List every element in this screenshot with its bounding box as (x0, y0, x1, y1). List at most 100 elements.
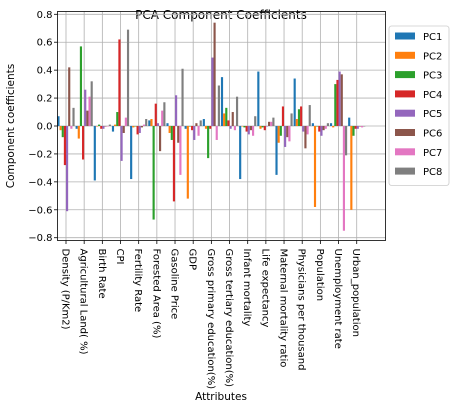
bar-pc3 (116, 112, 119, 126)
y-tick-label: −0.4 (28, 177, 52, 188)
bar-pc6 (322, 126, 325, 131)
bar-pc4 (245, 126, 248, 132)
bar-pc7 (324, 126, 327, 129)
bar-pc5 (193, 126, 196, 140)
legend-swatch-pc5 (395, 109, 415, 117)
bar-pc1 (293, 78, 296, 126)
bar-pc6 (104, 126, 107, 127)
bar-pc8 (345, 126, 348, 156)
bar-pc1 (275, 126, 278, 175)
bar-pc5 (84, 89, 87, 126)
x-tick-label: Birth Rate (96, 249, 107, 299)
bar-pc1 (220, 77, 224, 126)
bar-pc2 (168, 126, 171, 133)
bar-pc3 (261, 126, 264, 128)
bar-pc5 (247, 126, 250, 135)
bar-pc1 (239, 126, 242, 180)
bar-pc4 (354, 126, 357, 129)
bar-pc5 (175, 95, 178, 126)
bar-pc4 (263, 126, 266, 131)
bar-pc3 (334, 84, 337, 126)
bar-pc6 (195, 123, 198, 126)
legend-label-pc4: PC4 (423, 90, 442, 101)
bar-pc3 (170, 126, 173, 140)
bar-pc2 (295, 119, 298, 126)
bar-pc6 (249, 126, 252, 131)
bar-pc4 (154, 103, 157, 126)
bar-pc6 (358, 126, 362, 127)
y-tick-label: 0.4 (37, 66, 53, 77)
bar-pc2 (313, 126, 317, 207)
legend-swatch-pc2 (395, 51, 415, 59)
bar-pc7 (361, 126, 364, 128)
x-tick-label: Gasoline Price (169, 249, 180, 320)
x-tick-label: Fertility Rate (132, 249, 143, 313)
bar-pc7 (124, 117, 127, 126)
bar-pc4 (172, 126, 176, 202)
legend-swatch-pc8 (395, 167, 415, 175)
legend-label-pc7: PC7 (423, 148, 442, 159)
chart-title: PCA Component Coefficients (135, 8, 307, 22)
bar-pc1 (148, 120, 151, 126)
bar-pc6 (122, 126, 125, 133)
bar-pc7 (88, 96, 91, 126)
bar-pc5 (211, 57, 214, 126)
bar-pc2 (332, 126, 335, 128)
bar-pc7 (288, 126, 291, 142)
bar-pc1 (57, 116, 60, 126)
bar-pc5 (66, 126, 69, 212)
bar-pc2 (204, 126, 208, 129)
bar-pc8 (363, 126, 366, 127)
bar-pc8 (308, 105, 311, 126)
bar-pc8 (199, 120, 202, 126)
bar-pc6 (231, 112, 234, 126)
bar-pc2 (150, 119, 153, 126)
x-tick-label: Physicians per thousand (296, 249, 307, 371)
bar-pc3 (225, 107, 228, 126)
legend-swatch-pc7 (395, 148, 415, 156)
x-tick-label: CPI (114, 249, 125, 265)
bar-pc6 (68, 67, 71, 126)
x-tick-label: Density (P/Km2) (60, 249, 71, 330)
x-axis-label: Attributes (195, 391, 247, 403)
bar-pc5 (102, 126, 105, 129)
bar-pc8 (163, 102, 166, 126)
bar-pc6 (286, 126, 289, 138)
bar-pc3 (352, 126, 355, 136)
bar-pc1 (130, 126, 133, 180)
bar-pc8 (272, 117, 275, 126)
bar-pc4 (100, 126, 103, 129)
bar-pc1 (202, 119, 205, 126)
bar-pc2 (241, 126, 244, 127)
plot-frame (57, 11, 386, 241)
y-axis-ticks: −0.8 −0.6 −0.4 −0.2 0.0 0.2 0.4 0.6 0.8 (28, 10, 58, 244)
bar-pc5 (320, 126, 323, 136)
bar-pc6 (213, 22, 216, 127)
bar-pc8 (217, 85, 220, 126)
bar-pc5 (338, 71, 341, 126)
bar-pc7 (161, 110, 164, 126)
bar-pc7 (70, 126, 73, 129)
bar-pc3 (61, 126, 64, 138)
x-tick-label: Agricultural Land( %) (78, 249, 89, 355)
bar-pc4 (281, 106, 285, 126)
x-tick-label: Infant mortality (241, 249, 252, 327)
bar-pc5 (284, 126, 287, 147)
x-tick-label: Life expectancy (259, 249, 270, 328)
bar-pc6 (268, 121, 271, 126)
legend-label-pc1: PC1 (423, 32, 442, 43)
bar-pc4 (82, 126, 85, 160)
y-tick-label: 0.2 (37, 94, 53, 105)
bar-pc7 (342, 126, 345, 231)
x-axis-ticks: Density (P/Km2) Agricultural Land( %) Birt… (60, 240, 361, 389)
bar-pc2 (350, 126, 353, 210)
bar-pc1 (93, 126, 96, 181)
bar-pc4 (191, 126, 194, 131)
legend-label-pc8: PC8 (423, 167, 442, 178)
bar-pc2 (114, 124, 117, 126)
bar-pc4 (136, 126, 139, 135)
y-axis-label: Component coefficients (5, 64, 17, 189)
bar-pc1 (184, 126, 187, 129)
bar-pc7 (270, 121, 273, 126)
bar-pc7 (179, 126, 182, 175)
